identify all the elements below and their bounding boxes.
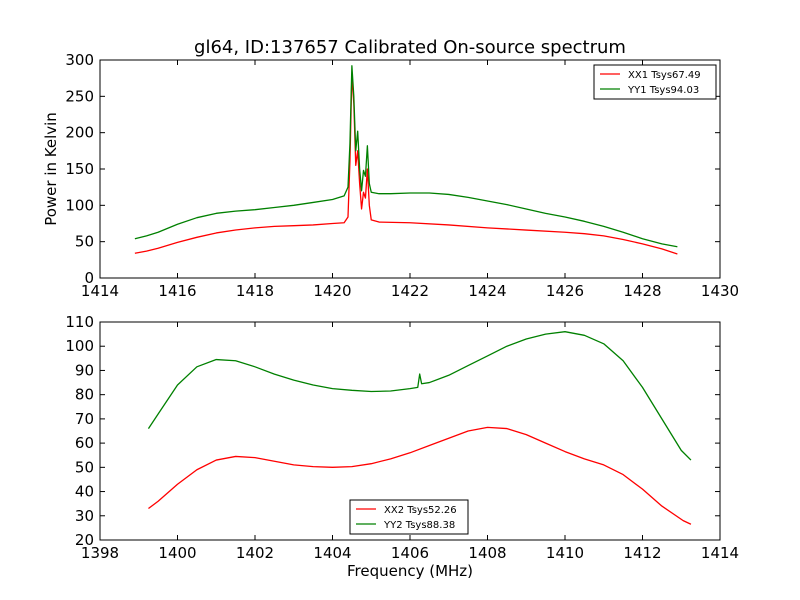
- x-tick-label: 1412: [623, 544, 661, 562]
- x-tick-label: 1424: [468, 282, 506, 300]
- x-axis-label: Frequency (MHz): [347, 562, 473, 580]
- y-tick-label: 110: [65, 313, 94, 331]
- x-tick-label: 1426: [546, 282, 584, 300]
- y-tick-label: 50: [75, 233, 94, 251]
- x-tick-label: 1410: [546, 544, 584, 562]
- x-tick-label: 1402: [236, 544, 274, 562]
- x-tick-label: 1422: [391, 282, 429, 300]
- x-tick-label: 1400: [158, 544, 196, 562]
- y-tick-label: 30: [75, 507, 94, 525]
- x-tick-label: 1420: [313, 282, 351, 300]
- x-tick-label: 1430: [701, 282, 739, 300]
- legend-label-1: XX2 Tsys52.26: [384, 505, 457, 516]
- y-tick-label: 90: [75, 361, 94, 379]
- x-tick-label: 1406: [391, 544, 429, 562]
- legend-label-2: YY2 Tsys88.38: [383, 520, 455, 531]
- x-tick-label: 1416: [158, 282, 196, 300]
- legend-box: [593, 64, 717, 100]
- series-line-1: [148, 426, 692, 525]
- x-tick-label: 1418: [236, 282, 274, 300]
- top-plot: 1414 1416 1418 1420 1422 1424 1426 1428 1430 0 50 1…: [42, 51, 739, 300]
- series-line-2: [147, 331, 692, 461]
- y-tick-label: 150: [65, 160, 94, 178]
- y-tick-label: 50: [75, 458, 94, 476]
- x-tick-label: 1408: [468, 544, 506, 562]
- bottom-plot: 1398 1400 1402 1404 1406 1408 1410 1412 1414 20 30…: [65, 313, 739, 580]
- x-tick-label: 1428: [623, 282, 661, 300]
- y-tick-label: 40: [75, 483, 94, 501]
- y-tick-label: 300: [65, 51, 94, 69]
- y-tick-label: 100: [65, 337, 94, 355]
- y-tick-label: 60: [75, 434, 94, 452]
- y-tick-label: 250: [65, 87, 94, 105]
- series-line-1: [134, 73, 678, 255]
- x-tick-label: 1414: [81, 282, 119, 300]
- x-tick-label: 1414: [701, 544, 739, 562]
- legend-label-2: YY1 Tsys94.03: [627, 85, 699, 96]
- legend-box: [349, 499, 469, 535]
- y-tick-label: 100: [65, 196, 94, 214]
- y-axis-label: Power in Kelvin: [42, 112, 60, 226]
- x-tick-label: 1398: [81, 544, 119, 562]
- chart-title: gl64, ID:137657 Calibrated On-source spe…: [194, 37, 626, 58]
- y-tick-label: 70: [75, 410, 94, 428]
- y-tick-label: 80: [75, 386, 94, 404]
- legend-label-1: XX1 Tsys67.49: [628, 70, 701, 81]
- x-tick-label: 1404: [313, 544, 351, 562]
- y-tick-label: 200: [65, 124, 94, 142]
- y-tick-label: 20: [75, 531, 94, 549]
- series-line-2: [134, 65, 678, 248]
- y-tick-label: 0: [84, 269, 94, 287]
